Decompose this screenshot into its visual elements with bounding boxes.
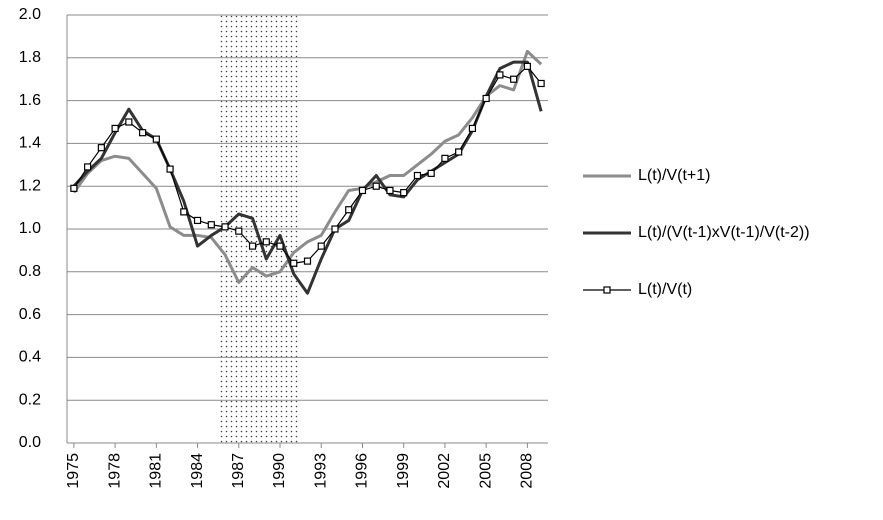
y-tick-label: 0.8 <box>19 263 41 280</box>
point-marker <box>468 124 477 133</box>
legend-label: L(t)/(V(t-1)xV(t-1)/V(t-2)) <box>638 224 810 241</box>
point-marker <box>317 242 325 250</box>
x-tick-label: 1999 <box>395 453 412 489</box>
point-marker <box>152 135 160 143</box>
y-tick-label: 0.6 <box>19 306 41 323</box>
point-marker <box>207 221 215 229</box>
point-marker <box>345 206 353 214</box>
point-marker <box>413 171 422 180</box>
x-tick-label: 1996 <box>354 453 371 489</box>
y-tick-label: 1.2 <box>19 177 41 194</box>
point-marker <box>523 62 531 70</box>
point-marker <box>331 225 339 233</box>
point-marker <box>441 154 449 162</box>
point-marker <box>386 186 394 195</box>
point-marker <box>537 79 545 88</box>
point-marker <box>262 238 270 246</box>
point-marker <box>180 208 188 216</box>
point-marker <box>400 189 408 197</box>
x-tick-label: 2005 <box>477 453 494 489</box>
point-marker <box>248 242 257 250</box>
point-marker <box>372 182 380 190</box>
y-tick-label: 0.2 <box>19 391 41 408</box>
point-marker <box>455 148 463 156</box>
legend-label: L(t)/V(t+1) <box>638 167 710 184</box>
y-tick-label: 1.4 <box>19 135 41 152</box>
point-marker <box>276 242 284 250</box>
x-tick-label: 1990 <box>271 453 288 489</box>
x-tick-label: 1978 <box>106 453 123 489</box>
y-tick-label: 0.0 <box>19 434 41 451</box>
point-marker <box>84 163 92 171</box>
series-line <box>72 49 543 284</box>
legend-label: L(t)/V(t) <box>638 281 692 298</box>
series-line <box>72 60 543 295</box>
y-tick-label: 1.8 <box>19 49 41 66</box>
point-marker <box>138 129 147 137</box>
point-marker <box>510 75 518 83</box>
point-marker <box>193 216 202 225</box>
series-line <box>73 65 542 264</box>
x-tick-label: 1975 <box>65 453 82 489</box>
point-marker <box>290 259 298 267</box>
point-marker <box>482 94 490 103</box>
x-tick-label: 1993 <box>312 453 329 489</box>
x-tick-label: 2002 <box>436 453 453 489</box>
y-tick-label: 1.0 <box>19 220 41 237</box>
point-marker <box>221 223 229 231</box>
y-tick-label: 0.4 <box>19 349 41 366</box>
legend-marker <box>603 286 611 294</box>
y-tick-label: 2.0 <box>19 6 41 23</box>
point-marker <box>70 184 78 192</box>
x-tick-label: 1987 <box>230 453 247 489</box>
x-tick-label: 1984 <box>189 453 206 489</box>
point-marker <box>303 257 312 265</box>
x-tick-label: 2008 <box>519 453 536 489</box>
point-marker <box>358 186 367 195</box>
point-marker <box>111 124 119 133</box>
point-marker <box>97 144 105 152</box>
x-tick-label: 1981 <box>148 453 165 489</box>
point-marker <box>166 165 174 173</box>
point-marker <box>496 71 504 79</box>
y-tick-label: 1.6 <box>19 92 41 109</box>
point-marker <box>427 169 435 177</box>
point-marker <box>235 227 243 235</box>
point-marker <box>125 118 133 126</box>
